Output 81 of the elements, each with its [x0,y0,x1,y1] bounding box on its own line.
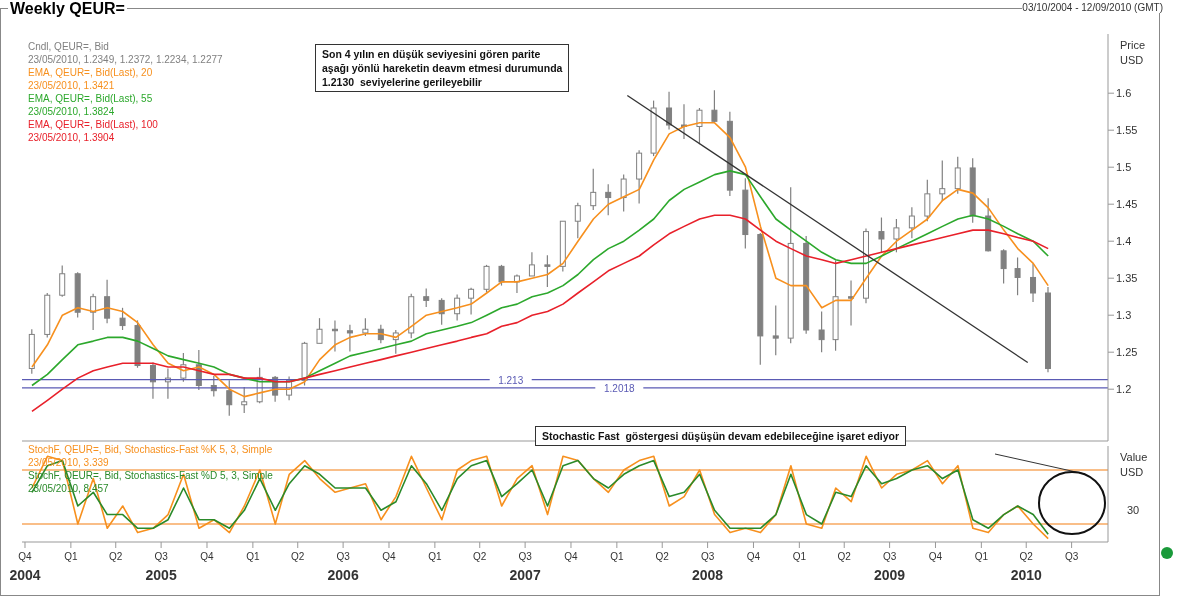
text: EMA, QEUR=, Bid(Last), 20 23/05/2010, 1.3421 [28,66,154,92]
y-tick-label: 1.5 [1116,161,1132,174]
y-axis-title: Price USD [1120,38,1147,68]
candlestick [605,183,612,216]
candlestick [893,218,900,253]
x-tick-label: Q2 2010 [1010,551,1043,583]
x-tick-label: Q3 2006 [327,551,359,583]
candlestick [574,202,581,239]
annotation: Son 4 yılın en düşük seviyesini gören parite aşağı yönlü hareketin deavm etmesi durumunda 1.2130 seviyelerine gerileyebilir [315,44,570,92]
x-tick-label: Q2 [291,551,305,562]
x-tick-label: Q2 [109,551,123,562]
x-tick-label: Q1 [428,551,442,562]
candlestick [149,361,156,400]
candlestick [772,304,779,356]
x-tick-label: Q4 2004 [9,551,41,583]
candlestick [939,159,946,202]
candlestick [908,206,915,239]
candlestick [924,179,931,222]
candlestick [620,174,627,213]
ref-line-label: 1.2018 [604,382,636,394]
line-series [31,214,1049,413]
candlestick [1014,256,1021,296]
candlestick [226,379,233,417]
x-tick-label: Q4 [200,551,215,562]
x-tick-label: Q4 [928,551,943,562]
chart-title: Weekly QEUR= [8,0,127,18]
x-tick-label: Q1 [974,551,989,562]
candlestick [104,279,111,324]
x-tick-label: Q2 [473,551,487,562]
text: 30 [1127,503,1140,517]
y-tick-label: 1.55 [1116,124,1138,137]
candlestick [316,317,323,344]
x-tick-label: Q4 [746,551,761,562]
ref-line-label: 1.213 [498,374,524,386]
candlestick [119,307,126,331]
candlestick [346,324,353,353]
x-tick-label: Q1 [64,551,78,562]
y-tick-label: 1.4 [1116,235,1132,248]
text: EMA, QEUR=, Bid(Last), 55 23/05/2010, 1.3824 [28,92,154,118]
text: Cndl, QEUR=, Bid 23/05/2010, 1.2349, 1.2372, 1.2234, 1.2277 [28,40,223,66]
x-tick-label: Q3 2007 [509,551,541,583]
candlestick [848,279,855,327]
candlestick [544,254,551,288]
chart-subtitle: 03/10/2004 - 12/09/2010 (GMT) [1022,2,1163,13]
candlestick [696,107,703,145]
text: EMA, QEUR=, Bid(Last), 100 23/05/2010, 1.3904 [28,118,159,144]
candlestick [711,89,718,123]
candlestick [590,168,597,211]
x-tick-label: Q3 [1064,551,1079,562]
candlestick [498,264,505,287]
candlestick [423,287,430,308]
candlestick [90,293,97,331]
y-tick-label: 1.2 [1116,383,1132,396]
candlestick [954,156,961,195]
candlestick [1030,262,1037,303]
y-tick-label: 1.35 [1116,272,1138,285]
y-tick-label: 1.3 [1116,309,1132,322]
x-tick-label: Q1 [792,551,807,562]
y-tick-label: 1.6 [1116,87,1132,100]
y-axis-title: Value USD [1120,450,1149,480]
candlestick [483,264,490,293]
x-tick-label: Q2 [655,551,670,562]
annotation: Stochastic Fast göstergesi düşüşün devam edebileceğine işaret ediyor [535,426,907,446]
candlestick [528,251,535,277]
candlestick [818,310,825,353]
x-tick-label: Q3 2009 [874,551,906,583]
candlestick [59,265,66,298]
candlestick [666,91,673,131]
y-tick-label: 1.45 [1116,198,1138,211]
x-tick-label: Q1 [610,551,624,562]
x-tick-label: Q4 [564,551,579,562]
candlestick [1000,248,1007,284]
x-tick-label: Q3 2008 [692,551,724,583]
x-tick-label: Q1 [246,551,260,562]
candlestick [241,386,248,414]
candlestick [878,216,885,254]
candlestick [468,287,475,316]
x-tick-label: Q3 2005 [145,551,177,583]
x-tick-label: Q2 [837,551,852,562]
x-tick-label: Q4 [382,551,397,562]
y-tick-label: 1.25 [1116,346,1138,359]
